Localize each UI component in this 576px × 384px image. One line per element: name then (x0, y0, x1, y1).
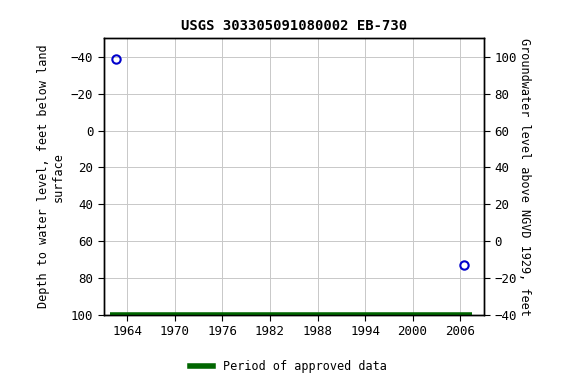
Y-axis label: Depth to water level, feet below land
surface: Depth to water level, feet below land su… (37, 45, 65, 308)
Legend: Period of approved data: Period of approved data (185, 356, 391, 378)
Title: USGS 303305091080002 EB-730: USGS 303305091080002 EB-730 (181, 19, 407, 33)
Y-axis label: Groundwater level above NGVD 1929, feet: Groundwater level above NGVD 1929, feet (518, 38, 530, 316)
